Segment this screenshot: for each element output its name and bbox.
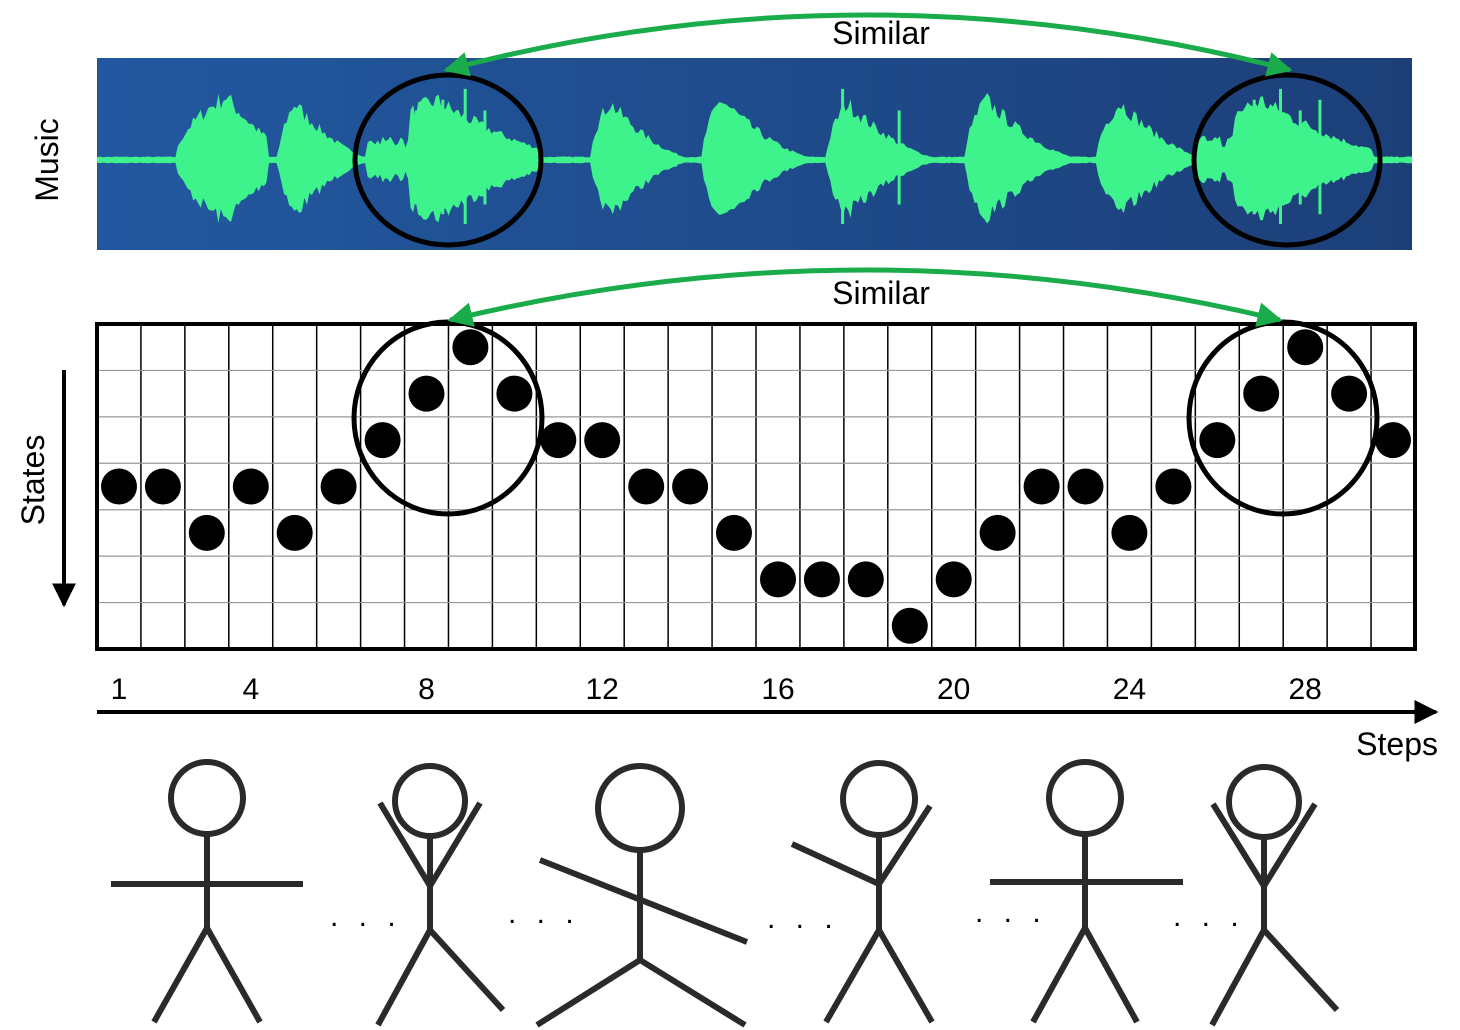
step-tick-label: 16 — [761, 673, 794, 706]
state-point-step-10 — [496, 375, 533, 412]
separator-5: . . . — [1173, 900, 1245, 933]
music-similar-label: Similar — [832, 15, 930, 51]
state-point-step-13 — [628, 468, 665, 505]
state-point-step-5 — [276, 514, 313, 551]
step-tick-label: 1 — [111, 673, 128, 706]
state-point-step-21 — [979, 514, 1016, 551]
step-tick-label: 4 — [242, 673, 259, 706]
figure-separators: . . . . . . . . . . . . . . . — [330, 896, 1245, 935]
step-tick-label: 20 — [937, 673, 970, 706]
state-point-step-29 — [1331, 375, 1368, 412]
music-waveform — [97, 88, 1412, 224]
stick-figure-5 — [990, 759, 1183, 1024]
state-point-step-23 — [1067, 468, 1104, 505]
state-point-step-25 — [1155, 468, 1192, 505]
state-point-step-7 — [364, 422, 401, 459]
state-point-step-17 — [803, 561, 840, 598]
dance-figures — [111, 759, 1340, 1028]
stick-figure-2 — [375, 763, 506, 1027]
state-point-step-8 — [408, 375, 445, 412]
step-tick-labels: 1 4 8 12 16 20 24 28 — [111, 673, 1322, 706]
state-point-step-11 — [540, 422, 577, 459]
states-similar-arrow — [447, 267, 1283, 327]
state-point-step-16 — [760, 561, 796, 598]
state-point-step-15 — [716, 514, 752, 551]
step-tick-label: 28 — [1289, 673, 1322, 706]
music-similar-arrow — [443, 12, 1293, 77]
state-points — [101, 329, 1411, 644]
step-tick-label: 24 — [1113, 673, 1146, 706]
step-tick-label: 8 — [418, 673, 435, 706]
state-point-step-28 — [1287, 329, 1324, 366]
separator-4: . . . — [975, 896, 1047, 929]
state-point-step-12 — [584, 422, 621, 459]
stick-figure-6 — [1209, 764, 1340, 1027]
states-similar-label: Similar — [832, 275, 930, 311]
separator-3: . . . — [767, 902, 839, 935]
separator-2: . . . — [508, 897, 580, 930]
music-axis-label: Music — [29, 118, 65, 202]
stick-figure-4 — [790, 760, 935, 1024]
state-point-step-3 — [188, 514, 225, 551]
state-point-step-27 — [1243, 375, 1280, 412]
state-point-step-4 — [232, 468, 269, 505]
state-point-step-19 — [891, 607, 928, 644]
states-axis-label: States — [15, 435, 51, 526]
state-point-step-9 — [452, 329, 489, 366]
state-point-step-2 — [144, 468, 181, 505]
state-point-step-6 — [320, 468, 357, 505]
stick-figure-1 — [111, 759, 303, 1024]
separator-1: . . . — [330, 900, 402, 933]
waveform-envelope — [97, 93, 1412, 224]
states-panel: States Similar — [15, 267, 1417, 651]
state-point-step-1 — [101, 468, 137, 505]
state-point-step-14 — [672, 468, 709, 505]
steps-axis-label: Steps — [1356, 726, 1438, 762]
stick-figure-3 — [535, 763, 749, 1028]
state-point-step-22 — [1023, 468, 1060, 505]
state-point-step-30 — [1375, 422, 1411, 459]
state-point-step-18 — [847, 561, 884, 598]
steps-axis: 1 4 8 12 16 20 24 28 Steps — [97, 673, 1439, 762]
state-point-step-26 — [1199, 422, 1236, 459]
state-highlight-circle-right — [1186, 319, 1380, 517]
state-point-step-20 — [935, 561, 972, 598]
step-tick-label: 12 — [586, 673, 619, 706]
music-panel: Music Similar — [29, 12, 1412, 250]
state-point-step-24 — [1111, 514, 1148, 551]
